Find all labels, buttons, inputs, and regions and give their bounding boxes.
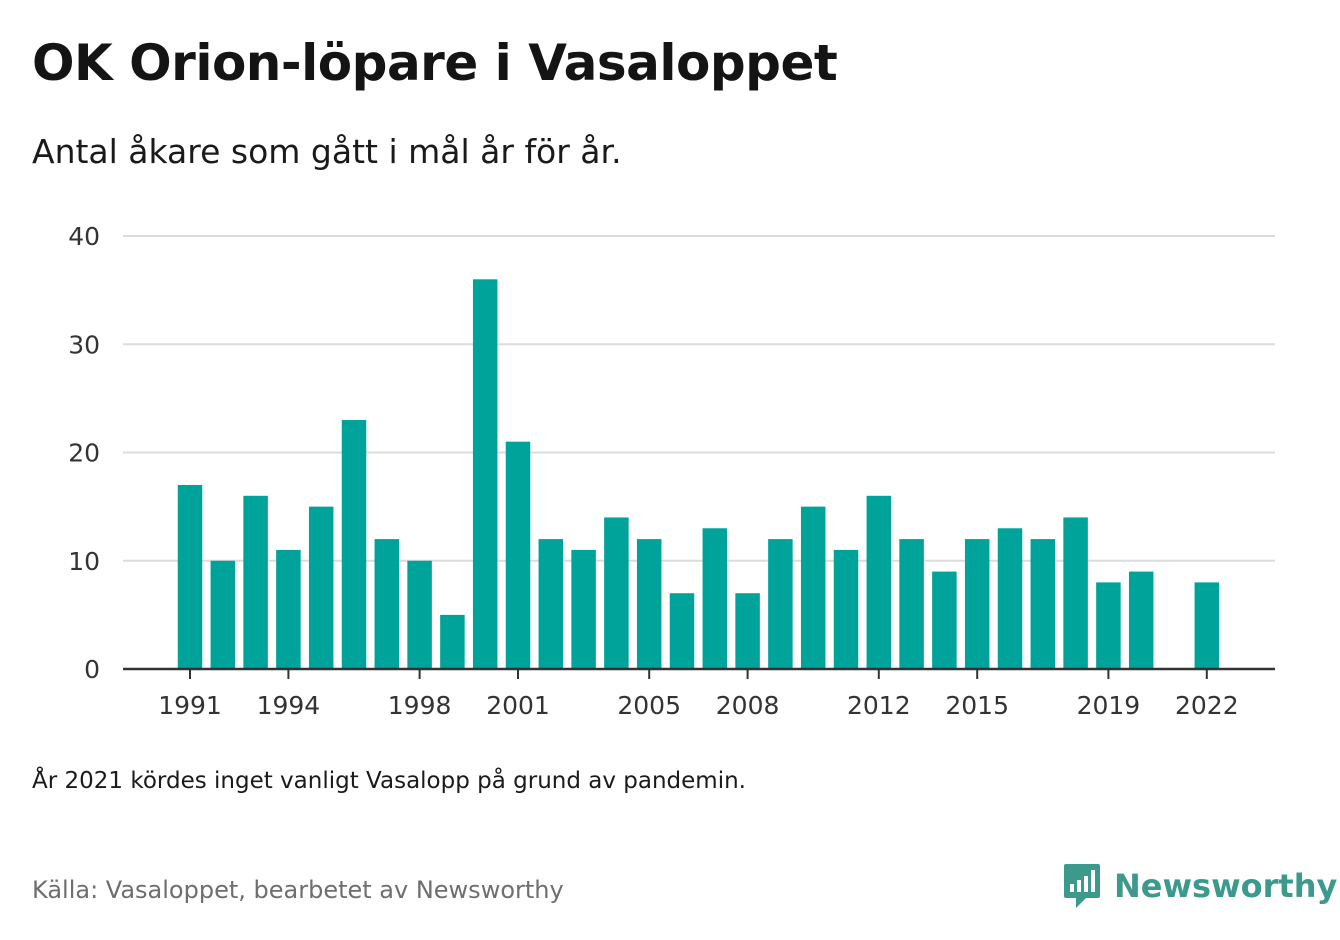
bar-1998 [407, 560, 432, 669]
y-tick-label: 30 [68, 330, 100, 359]
x-tick-label: 1998 [388, 691, 452, 720]
y-axis-labels: 0 10 20 30 40 [68, 222, 100, 684]
bar-2012 [866, 495, 892, 669]
y-tick-label: 0 [84, 655, 100, 684]
bar-2017 [1030, 539, 1056, 669]
bar-2006 [669, 593, 695, 669]
brand-name: Newsworthy [1114, 867, 1338, 905]
bar-1999 [440, 614, 465, 669]
bar-2002 [538, 539, 564, 669]
x-tick-label: 2008 [716, 691, 780, 720]
bar-2020 [1128, 571, 1154, 669]
x-tick-label: 2015 [945, 691, 1009, 720]
x-tick-label: 2022 [1175, 691, 1239, 720]
newsworthy-logo-icon [1064, 864, 1100, 908]
bar-2009 [768, 539, 793, 669]
bar-2013 [899, 539, 924, 669]
chart-title: OK Orion-löpare i Vasaloppet [32, 34, 838, 92]
bar-2010 [800, 506, 826, 669]
bar-2016 [997, 528, 1023, 669]
gridlines [123, 235, 1275, 562]
y-tick-label: 40 [68, 222, 100, 251]
bar-1996 [341, 420, 367, 669]
bar-1994 [276, 549, 301, 669]
brand-logo: Newsworthy [1062, 862, 1337, 910]
bar-2004 [604, 517, 629, 669]
source-note: Källa: Vasaloppet, bearbetet av Newswort… [32, 876, 564, 904]
x-tick-label: 1991 [158, 691, 222, 720]
x-tick-label: 2001 [486, 691, 550, 720]
bar-1992 [210, 560, 236, 669]
x-axis: 1991 1994 1998 2001 2005 2008 2012 2015 2019 2022 [123, 667, 1275, 720]
bars [177, 279, 1220, 669]
bar-2007 [702, 528, 728, 669]
bar-1995 [308, 506, 334, 669]
bar-2000 [472, 279, 498, 669]
bar-2018 [1063, 517, 1088, 669]
bar-2022 [1194, 582, 1220, 669]
bar-2014 [932, 571, 957, 669]
bar-2003 [571, 549, 596, 669]
y-tick-label: 20 [68, 439, 100, 468]
bar-2008 [735, 593, 760, 669]
bar-2019 [1096, 582, 1121, 669]
bar-2005 [636, 539, 662, 669]
bar-2011 [833, 549, 859, 669]
x-tick-label: 2005 [617, 691, 681, 720]
x-tick-label: 2012 [847, 691, 911, 720]
footnote: År 2021 kördes inget vanligt Vasalopp på… [32, 768, 746, 794]
chart-subtitle: Antal åkare som gått i mål år för år. [32, 132, 622, 171]
bar-1997 [374, 539, 400, 669]
y-tick-label: 10 [68, 547, 100, 576]
bar-2001 [505, 441, 531, 669]
bar-1993 [243, 495, 268, 669]
bar-2015 [964, 539, 990, 669]
x-tick-label: 1994 [257, 691, 321, 720]
bar-1991 [177, 484, 203, 669]
x-tick-label: 2019 [1077, 691, 1141, 720]
